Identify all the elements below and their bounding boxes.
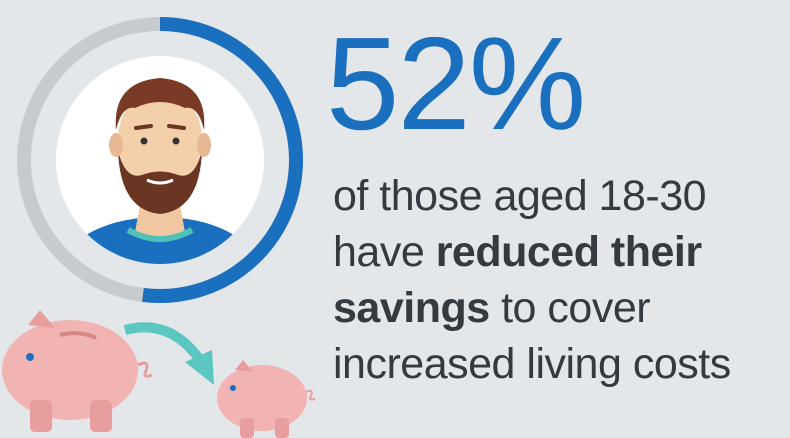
text: of those aged 18-30 (333, 172, 707, 220)
text-bold: savings (333, 284, 490, 332)
text-line: savings to cover (333, 280, 731, 336)
arrow (123, 322, 205, 363)
text: have (333, 228, 425, 276)
description: of those aged 18-30 have reduced their s… (333, 168, 731, 392)
piggy-bank-large (2, 310, 153, 432)
text-line: increased living costs (333, 336, 731, 392)
stat-label: 52% (326, 10, 586, 157)
text: to cover (501, 284, 651, 332)
text: increased living costs (333, 340, 731, 388)
text-line: have reduced their (333, 224, 731, 280)
piggy-bank-small (217, 360, 316, 438)
arrow-head (185, 350, 214, 385)
text-line: of those aged 18-30 (333, 168, 731, 224)
ring-progress (142, 17, 303, 303)
text-bold: reduced their (435, 228, 702, 276)
avatar (68, 78, 252, 264)
